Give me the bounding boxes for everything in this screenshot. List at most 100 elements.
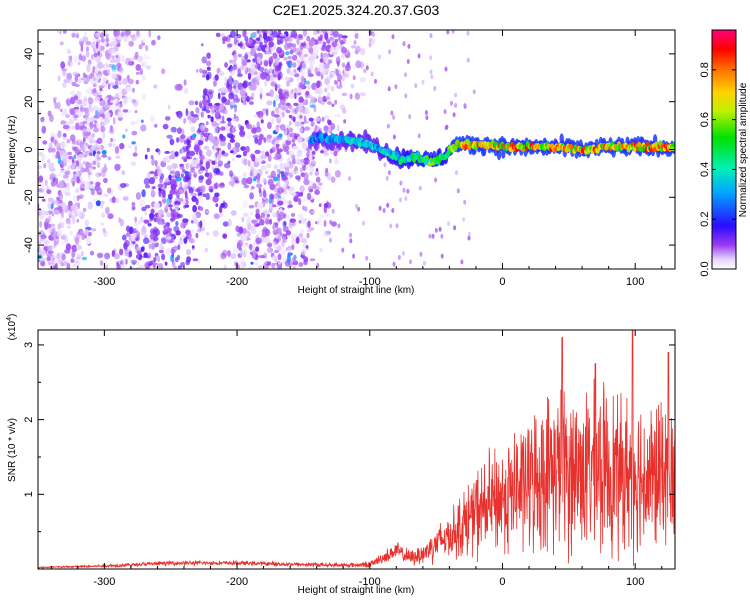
noise-speckle (456, 188, 460, 194)
noise-blob (282, 257, 288, 261)
noise-blob (224, 109, 228, 115)
noise-blob (327, 30, 332, 35)
colorbar-tick-label: 0.6 (699, 112, 711, 127)
noise-blob (77, 202, 80, 210)
noise-blob (60, 108, 63, 113)
noise-blob (310, 96, 317, 104)
noise-blob (72, 114, 79, 119)
noise-blob (307, 84, 311, 90)
noise-blob (140, 119, 144, 123)
noise-blob (277, 253, 282, 261)
noise-blob (10, 234, 15, 242)
noise-blob (252, 252, 256, 259)
noise-blob (70, 96, 76, 105)
noise-blob (237, 239, 243, 248)
noise-blob (102, 138, 107, 145)
noise-blob (149, 170, 155, 175)
noise-blob (71, 204, 77, 211)
noise-blob (243, 67, 247, 72)
noise-blob (164, 150, 171, 154)
noise-blob (56, 142, 61, 146)
noise-speckle (337, 223, 341, 229)
noise-blob (306, 147, 309, 151)
noise-speckle (328, 158, 332, 164)
noise-speckle (423, 260, 426, 266)
noise-blob (178, 239, 184, 245)
noise-blob (265, 51, 272, 55)
noise-blob (136, 250, 143, 254)
noise-blob (267, 30, 272, 35)
noise-blob (242, 30, 247, 38)
noise-blob (277, 73, 282, 81)
noise-speckle (438, 226, 442, 232)
noise-blob (228, 180, 235, 186)
noise-blob (41, 153, 46, 162)
noise-blob (165, 248, 172, 256)
noise-blob (188, 187, 194, 194)
noise-blob (57, 101, 61, 110)
noise-blob (170, 254, 175, 262)
noise-blob (276, 135, 280, 141)
noise-blob (324, 71, 329, 76)
noise-blob (169, 138, 175, 146)
noise-speckle (341, 247, 345, 253)
noise-blob (250, 92, 255, 98)
noise-blob (273, 78, 277, 83)
noise-blob (200, 218, 206, 222)
noise-blob (85, 127, 93, 132)
noise-blob (90, 71, 94, 78)
noise-blob (234, 88, 239, 94)
noise-blob (345, 64, 351, 72)
noise-blob (200, 124, 205, 132)
noise-blob (298, 109, 306, 113)
noise-blob (218, 183, 225, 188)
noise-blob (170, 217, 176, 222)
noise-blob (21, 264, 24, 271)
noise-blob (293, 195, 299, 202)
noise-speckle (329, 73, 333, 79)
noise-blob (71, 90, 75, 98)
noise-blob (283, 200, 290, 204)
noise-blob (166, 198, 170, 205)
x-tick-label: -200 (226, 576, 248, 588)
noise-blob (235, 39, 240, 44)
noise-blob (285, 109, 291, 114)
noise-blob (264, 260, 268, 265)
noise-blob (150, 232, 154, 240)
noise-blob (89, 250, 95, 256)
noise-blob (56, 252, 61, 259)
noise-blob (306, 35, 311, 42)
noise-blob (292, 257, 296, 263)
noise-speckle (368, 42, 372, 48)
noise-blob (67, 59, 71, 67)
noise-blob (152, 236, 159, 241)
noise-blob (242, 172, 247, 179)
noise-blob (256, 37, 260, 41)
noise-blob (282, 139, 286, 145)
noise-blob (271, 255, 277, 261)
noise-blob (219, 205, 223, 214)
noise-speckle (370, 71, 374, 77)
noise-speckle (397, 255, 401, 260)
noise-blob (206, 52, 211, 59)
noise-blob (294, 133, 297, 139)
noise-blob (82, 36, 89, 42)
noise-blob (62, 124, 69, 130)
noise-blob (333, 150, 338, 157)
noise-blob (256, 183, 263, 189)
noise-blob (276, 36, 283, 43)
x-tick-label: -100 (359, 576, 381, 588)
noise-blob (6, 262, 12, 269)
noise-blob (297, 51, 301, 56)
noise-blob (61, 253, 67, 260)
noise-blob (212, 195, 219, 203)
noise-blob (312, 51, 318, 59)
noise-blob (34, 177, 37, 183)
noise-blob (319, 214, 324, 220)
noise-blob (119, 101, 123, 105)
noise-blob (116, 262, 119, 267)
noise-blob (32, 164, 36, 168)
noise-blob (353, 30, 358, 34)
noise-blob (145, 56, 152, 61)
noise-blob (87, 97, 94, 105)
